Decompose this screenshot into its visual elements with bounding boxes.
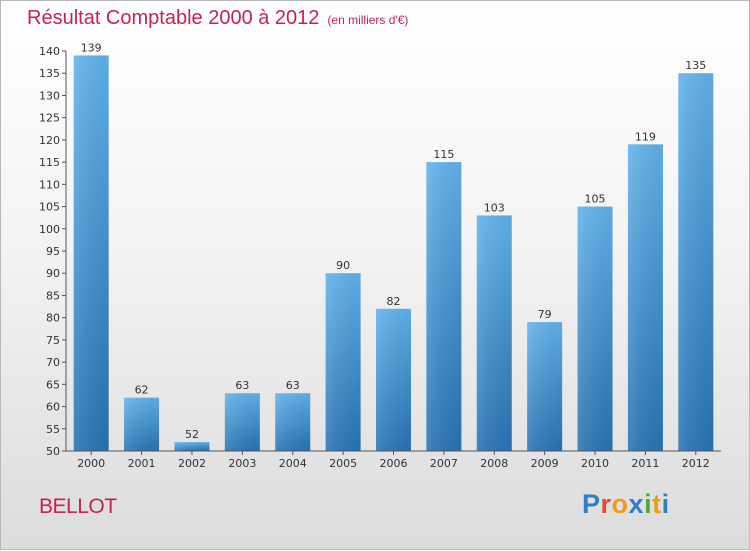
y-tick-label: 100 (39, 223, 60, 236)
bar-shade (73, 55, 109, 451)
bar-shade (678, 73, 714, 451)
y-tick-label: 140 (39, 45, 60, 58)
x-tick-label: 2000 (77, 457, 105, 470)
x-tick-label: 2010 (581, 457, 609, 470)
y-tick-label: 135 (39, 67, 60, 80)
x-tick-label: 2002 (178, 457, 206, 470)
bar-shade (627, 144, 663, 452)
data-label: 115 (433, 148, 454, 161)
x-tick-label: 2007 (430, 457, 458, 470)
data-label: 139 (81, 41, 102, 54)
bars: 139 62 52 63 63 90 82 115 103 79 105 119 135 (73, 41, 714, 452)
data-label: 105 (585, 193, 606, 206)
x-tick-label: 2008 (480, 457, 508, 470)
data-label: 62 (135, 384, 149, 397)
y-tick-label: 75 (46, 334, 60, 347)
chart-title-text: Résultat Comptable 2000 à 2012 (27, 7, 320, 29)
chart-title: Résultat Comptable 2000 à 2012 (en millie… (27, 7, 408, 30)
x-tick-label: 2001 (128, 457, 156, 470)
logo-letter-p: P (582, 489, 601, 519)
x-tick-label: 2005 (329, 457, 357, 470)
bar-shade (174, 442, 210, 451)
bar-shade (527, 322, 563, 451)
logo-letter-x: x (628, 489, 645, 519)
x-tick-label: 2004 (279, 457, 307, 470)
y-tick-label: 80 (46, 312, 60, 325)
y-tick-label: 50 (46, 445, 60, 458)
data-label: 103 (484, 201, 505, 214)
x-tick-label: 2012 (682, 457, 710, 470)
data-label: 79 (538, 308, 552, 321)
bar-shade (426, 162, 462, 451)
y-tick-label: 115 (39, 156, 60, 169)
commune-name: BELLOT (39, 495, 117, 518)
bar-shade (275, 393, 311, 451)
y-tick-label: 90 (46, 267, 60, 280)
y-tick-label: 55 (46, 423, 60, 436)
proxiti-logo: Proxiti (582, 489, 670, 520)
data-label: 90 (336, 259, 350, 272)
bar-shade (577, 206, 613, 451)
y-tick-label: 110 (39, 178, 60, 191)
y-tick-label: 120 (39, 134, 60, 147)
chart-subtitle: (en milliers d'€) (327, 13, 409, 27)
y-axis: 50 55 60 65 70 75 80 85 90 95 100 105 110 115 120 125 13… (39, 45, 67, 458)
x-axis: 2000 2001 2002 2003 2004 2005 2006 2007 2008 2009… (66, 450, 721, 470)
bar-shade (325, 273, 361, 451)
y-tick-label: 70 (46, 356, 60, 369)
y-tick-label: 95 (46, 245, 60, 258)
logo-letter-i: i (644, 489, 653, 519)
data-label: 82 (387, 295, 401, 308)
x-tick-label: 2006 (380, 457, 408, 470)
logo-letter-r: r (600, 489, 612, 519)
data-label: 135 (685, 59, 706, 72)
bar-shade (476, 215, 512, 451)
data-label: 63 (235, 379, 249, 392)
x-tick-label: 2009 (531, 457, 559, 470)
logo-letter-o: o (611, 489, 629, 519)
data-label: 63 (286, 379, 300, 392)
bar-shade (224, 393, 260, 451)
y-tick-label: 60 (46, 401, 60, 414)
x-tick-label: 2003 (228, 457, 256, 470)
bar-shade (124, 397, 160, 451)
y-tick-label: 85 (46, 289, 60, 302)
y-tick-label: 105 (39, 201, 60, 214)
y-tick-label: 65 (46, 378, 60, 391)
data-label: 119 (635, 130, 656, 143)
x-tick-label: 2011 (631, 457, 659, 470)
data-label: 52 (185, 428, 199, 441)
y-tick-label: 130 (39, 89, 60, 102)
y-tick-label: 125 (39, 112, 60, 125)
bar-shade (376, 308, 411, 451)
logo-letter-i-2: i (661, 489, 670, 519)
logo-letter-t: t (652, 489, 662, 519)
